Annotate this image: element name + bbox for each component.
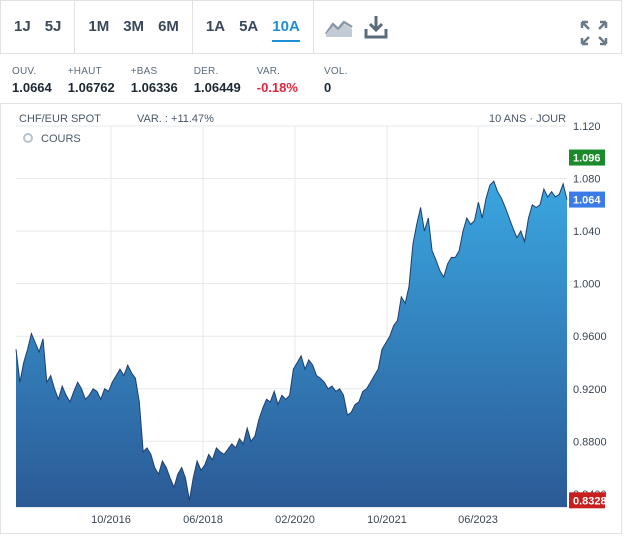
stat-value: 1.0664 <box>12 80 52 95</box>
period-group-long: 1A 5A 10A <box>193 0 314 54</box>
period-6m-button[interactable]: 6M <box>158 18 179 35</box>
stat-label: DER. <box>193 66 219 77</box>
stat-volume: VOL. 0 <box>324 66 348 95</box>
toolbar-icons <box>314 0 398 54</box>
quote-stats: OUV. 1.0664 +HAUT 1.06762 +BAS 1.06336 D… <box>12 66 364 95</box>
download-icon[interactable] <box>364 14 388 40</box>
period-1m-button[interactable]: 1M <box>88 18 110 35</box>
stat-high: +HAUT 1.06762 <box>68 66 115 95</box>
stat-value: 0 <box>323 80 332 95</box>
expand-icon[interactable] <box>579 19 609 47</box>
period-3m-button[interactable]: 3M <box>123 18 145 35</box>
stat-value: 1.06762 <box>67 80 115 95</box>
period-5a-button[interactable]: 5A <box>239 18 259 35</box>
period-1a-button[interactable]: 1A <box>205 18 226 35</box>
period-5j-button[interactable]: 5J <box>44 18 62 35</box>
stat-label: +HAUT <box>67 66 102 77</box>
stat-value: -0.18% <box>256 80 298 95</box>
period-1j-button[interactable]: 1J <box>14 18 31 35</box>
chart-range: 10 ANS · JOUR <box>489 113 567 125</box>
stat-label: VAR. <box>256 66 281 77</box>
chart-instrument: CHF/EUR SPOT <box>19 113 101 125</box>
stat-value: 1.06336 <box>130 80 178 95</box>
chart-frame <box>0 104 622 534</box>
divider <box>0 103 622 104</box>
chart-variation: VAR. : +11.47% <box>137 113 214 125</box>
period-group-short: 1J 5J <box>1 0 76 54</box>
chart-toolbar: 1J 5J 1M 3M 6M 1A 5A 10A <box>0 0 622 54</box>
stat-last: DER. 1.06449 <box>194 66 241 95</box>
stat-open: OUV. 1.0664 <box>12 66 52 95</box>
period-10a-button[interactable]: 10A <box>265 0 307 54</box>
stat-variation: VAR. -0.18% <box>257 66 298 95</box>
stat-value: 1.06449 <box>193 80 241 95</box>
stat-label: VOL. <box>323 66 348 77</box>
stat-label: +BAS <box>130 66 158 77</box>
stat-low: +BAS 1.06336 <box>131 66 178 95</box>
period-group-mid: 1M 3M 6M <box>75 0 193 54</box>
area-chart-icon[interactable] <box>324 16 354 38</box>
stat-label: OUV. <box>12 66 37 77</box>
